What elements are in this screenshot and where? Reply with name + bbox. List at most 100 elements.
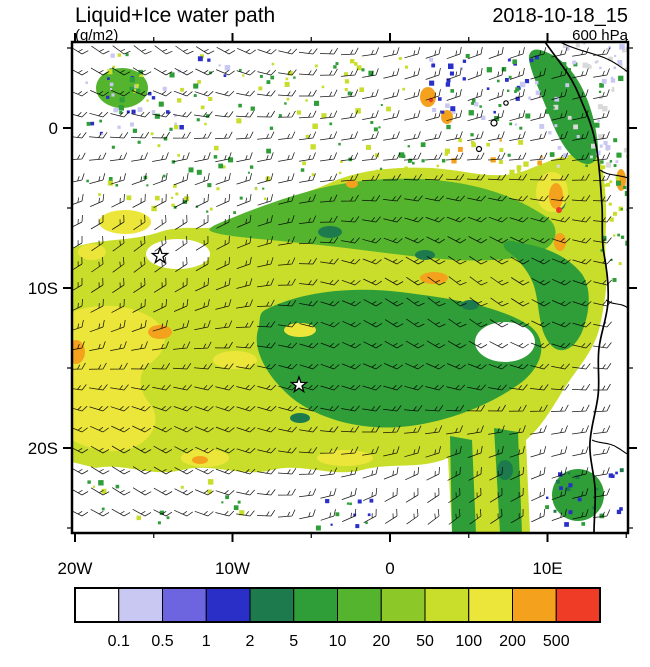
speckle: [196, 169, 202, 175]
speckle: [305, 99, 308, 102]
speckle: [597, 119, 600, 122]
speckle: [609, 160, 613, 163]
speckle: [333, 65, 337, 69]
speckle: [517, 169, 521, 173]
speckle: [270, 75, 275, 80]
speckle: [225, 495, 229, 500]
field-shape: [72, 340, 85, 364]
speckle: [462, 77, 466, 81]
speckle: [242, 74, 245, 77]
speckle: [446, 78, 451, 83]
speckle: [445, 103, 450, 108]
axis-ticks: [63, 33, 637, 542]
speckle: [613, 66, 616, 70]
speckle: [193, 94, 197, 97]
colorbar-label: 0.1: [108, 633, 130, 650]
speckle: [196, 118, 200, 122]
speckle: [505, 78, 509, 82]
speckle: [537, 160, 542, 166]
speckle: [609, 180, 613, 184]
speckle: [618, 75, 624, 81]
speckle: [171, 203, 175, 207]
speckle: [249, 165, 254, 169]
speckle: [106, 95, 110, 99]
speckle: [180, 485, 184, 489]
speckle: [368, 70, 374, 76]
speckle: [370, 121, 374, 124]
speckle: [432, 108, 437, 113]
speckle: [346, 502, 350, 505]
speckle: [553, 509, 557, 513]
colorbar-cell: [162, 587, 207, 623]
speckle: [596, 60, 599, 63]
speckle: [265, 176, 271, 182]
speckle: [564, 522, 569, 527]
speckle: [589, 509, 593, 513]
field-shape: [497, 460, 513, 480]
speckle: [509, 169, 515, 175]
speckle: [594, 122, 600, 128]
speckle: [338, 171, 342, 175]
speckle: [608, 202, 612, 206]
speckle: [355, 108, 361, 114]
speckle: [575, 43, 580, 48]
speckle: [233, 505, 239, 510]
speckle: [557, 505, 560, 509]
colorbar-cell: [337, 587, 382, 623]
speckle: [622, 49, 626, 53]
speckle: [266, 80, 271, 84]
speckle: [468, 110, 474, 116]
field-shape: [552, 469, 604, 521]
speckle: [611, 474, 615, 478]
speckle: [107, 180, 114, 186]
speckle: [92, 485, 95, 488]
speckle: [458, 138, 463, 143]
speckle: [90, 121, 95, 126]
speckle: [451, 158, 457, 164]
speckle: [545, 505, 549, 510]
speckle: [361, 68, 365, 72]
speckle: [602, 106, 608, 112]
speckle: [112, 65, 116, 69]
speckle: [486, 87, 490, 90]
speckle: [148, 92, 152, 96]
speckle: [119, 111, 123, 114]
speckle: [437, 169, 442, 174]
field-shape: [494, 428, 522, 533]
field-shape: [556, 207, 562, 213]
speckle: [623, 185, 627, 190]
speckle: [429, 80, 435, 86]
speckle: [585, 164, 588, 167]
speckle: [408, 158, 413, 163]
speckle: [499, 139, 502, 142]
speckle: [611, 88, 615, 92]
speckle: [554, 124, 558, 128]
speckle: [205, 114, 210, 118]
speckle: [305, 134, 309, 139]
speckle: [207, 58, 211, 62]
speckle: [296, 110, 301, 115]
speckle: [479, 105, 482, 108]
speckle: [344, 88, 348, 92]
speckle: [157, 521, 161, 525]
speckle: [174, 125, 179, 130]
speckle: [603, 140, 608, 145]
speckle: [594, 61, 598, 64]
speckle: [592, 506, 596, 510]
speckle: [465, 54, 470, 58]
field-shape: [192, 456, 208, 464]
speckle: [158, 101, 164, 107]
speckle: [213, 155, 218, 159]
speckle: [118, 105, 124, 111]
speckle: [321, 113, 327, 119]
speckle: [535, 90, 541, 96]
speckle: [556, 164, 560, 168]
speckle: [166, 110, 170, 114]
speckle: [329, 122, 333, 126]
speckle: [556, 479, 560, 484]
speckle: [429, 57, 434, 62]
speckle: [137, 107, 143, 112]
speckle: [136, 515, 141, 521]
speckle: [515, 96, 520, 101]
speckle: [619, 63, 623, 67]
